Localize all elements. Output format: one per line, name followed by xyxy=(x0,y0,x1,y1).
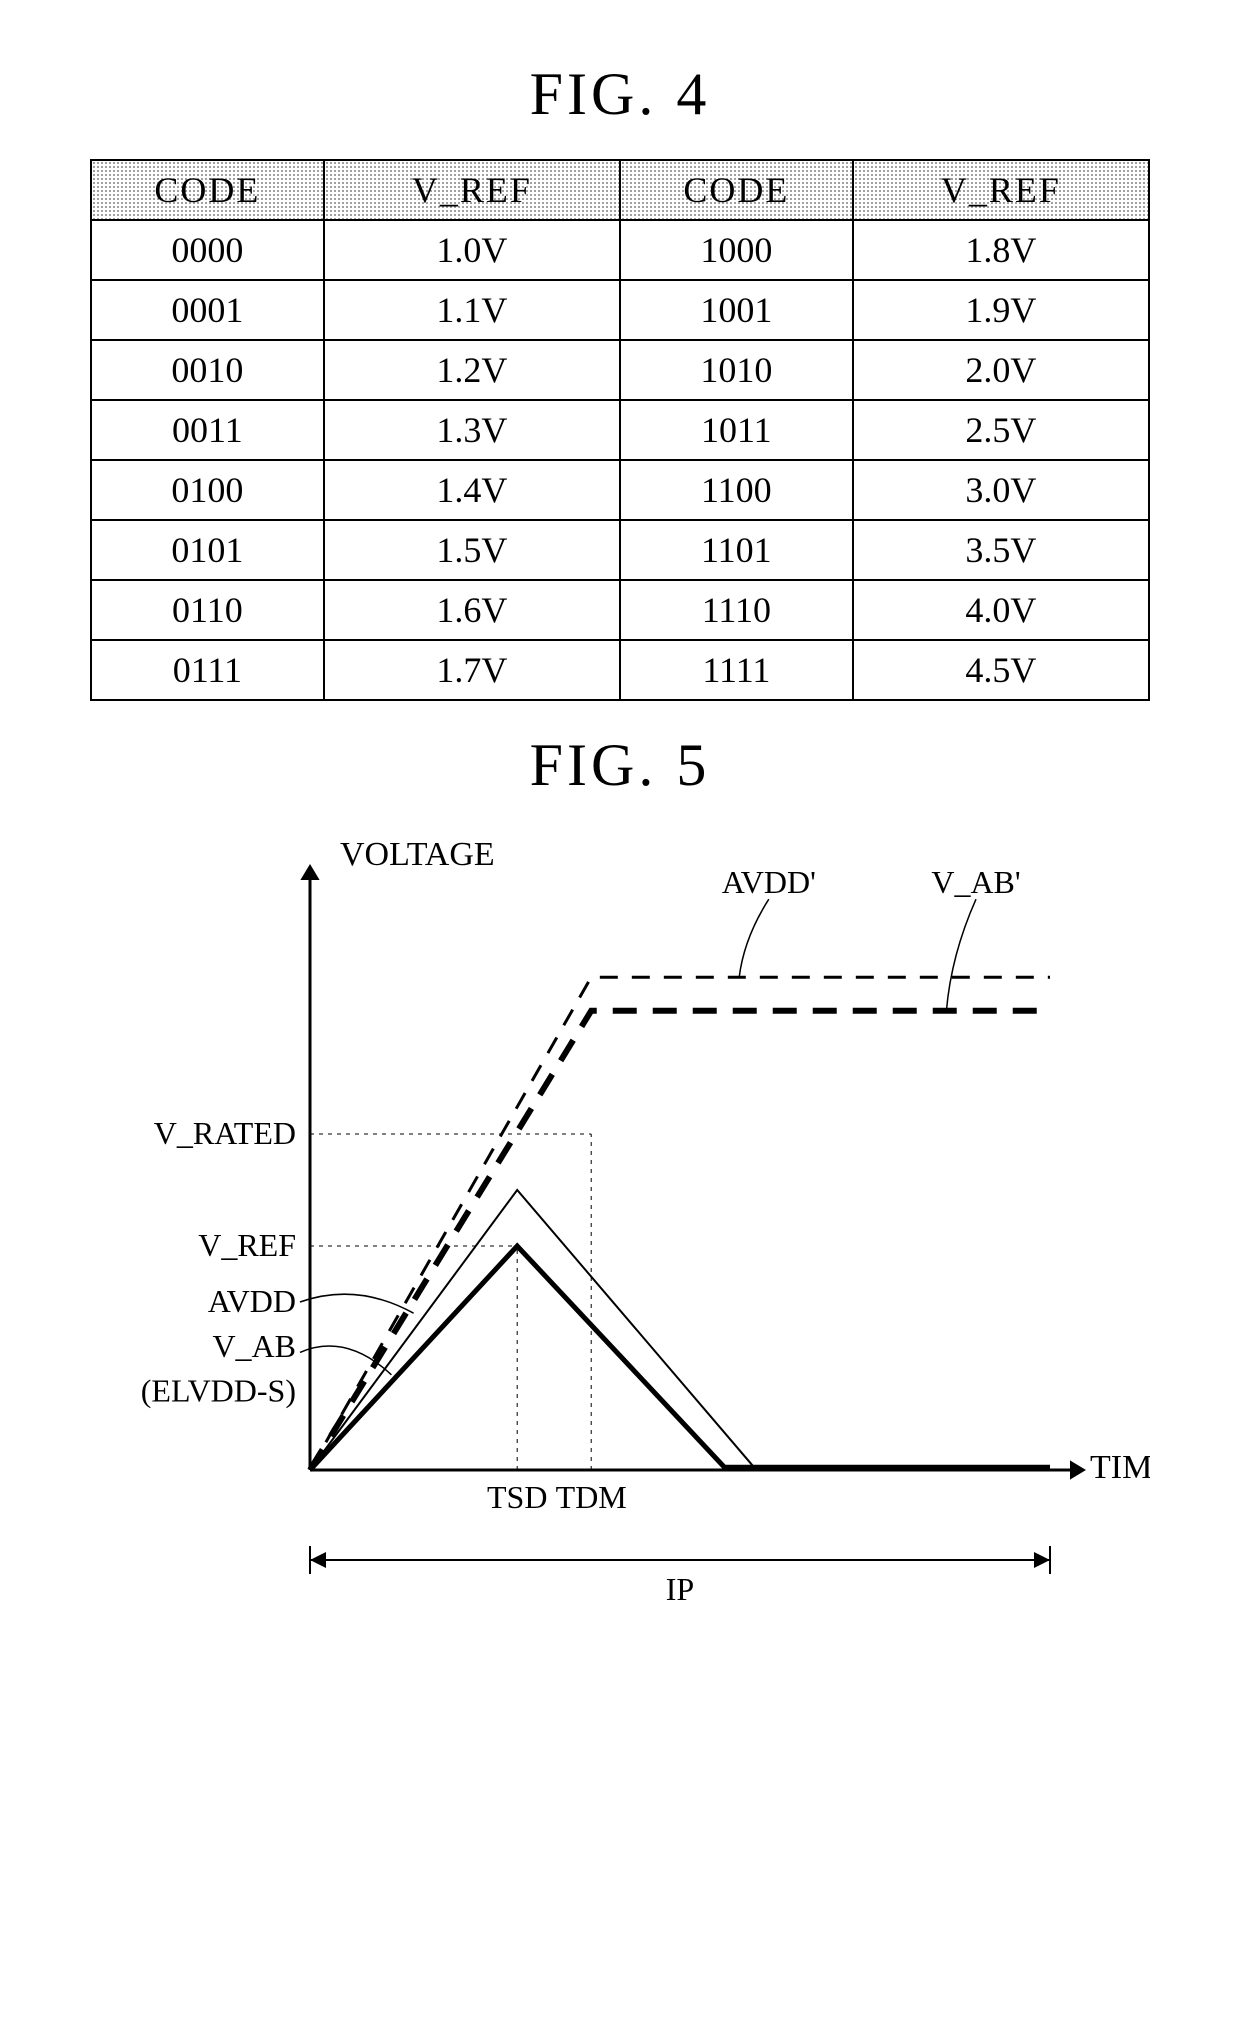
fig4-tbody: 00001.0V10001.8V00011.1V10011.9V00101.2V… xyxy=(91,220,1149,700)
table-cell: 4.0V xyxy=(853,580,1149,640)
th-vref-1: V_REF xyxy=(324,160,620,220)
y-side-label: (ELVDD-S) xyxy=(141,1373,296,1409)
series-avdd-dashed xyxy=(310,977,1050,1470)
x-axis-arrow xyxy=(1070,1460,1086,1479)
x-axis-label: TIME xyxy=(1090,1449,1150,1486)
table-cell: 0111 xyxy=(91,640,324,700)
table-cell: 0110 xyxy=(91,580,324,640)
series-vab-solid xyxy=(310,1246,1050,1470)
table-cell: 1.1V xyxy=(324,280,620,340)
table-row: 01011.5V11013.5V xyxy=(91,520,1149,580)
fig4-table: CODE V_REF CODE V_REF 00001.0V10001.8V00… xyxy=(90,159,1150,701)
table-row: 01101.6V11104.0V xyxy=(91,580,1149,640)
fig4-title: FIG. 4 xyxy=(0,60,1240,129)
table-cell: 0001 xyxy=(91,280,324,340)
table-row: 00001.0V10001.8V xyxy=(91,220,1149,280)
series-top-label: V_AB' xyxy=(931,864,1020,900)
table-cell: 0101 xyxy=(91,520,324,580)
y-axis-label: VOLTAGE xyxy=(340,836,495,873)
x-tick-label: TSD xyxy=(487,1479,547,1515)
table-row: 00011.1V10011.9V xyxy=(91,280,1149,340)
table-cell: 1110 xyxy=(620,580,853,640)
table-cell: 1101 xyxy=(620,520,853,580)
table-cell: 1.6V xyxy=(324,580,620,640)
table-cell: 1011 xyxy=(620,400,853,460)
series-top-label: AVDD' xyxy=(722,864,816,900)
y-tick-label: V_RATED xyxy=(154,1115,296,1151)
y-side-label: AVDD xyxy=(208,1283,296,1319)
table-cell: 4.5V xyxy=(853,640,1149,700)
table-cell: 0000 xyxy=(91,220,324,280)
y-side-label: V_AB xyxy=(212,1328,296,1364)
fig5-chart-wrap: VOLTAGE TIME V_RATED V_REF AVDD V_AB (ELVDD-S)… xyxy=(90,830,1150,1650)
table-cell: 1000 xyxy=(620,220,853,280)
ip-arrow-left xyxy=(310,1552,326,1568)
th-vref-2: V_REF xyxy=(853,160,1149,220)
table-cell: 1100 xyxy=(620,460,853,520)
table-cell: 1.0V xyxy=(324,220,620,280)
table-cell: 1.7V xyxy=(324,640,620,700)
fig5-chart: VOLTAGE TIME V_RATED V_REF AVDD V_AB (ELVDD-S)… xyxy=(90,830,1150,1650)
table-cell: 1001 xyxy=(620,280,853,340)
table-cell: 1.4V xyxy=(324,460,620,520)
table-cell: 0100 xyxy=(91,460,324,520)
leader-line xyxy=(946,899,976,1011)
table-cell: 1.3V xyxy=(324,400,620,460)
table-row: 00111.3V10112.5V xyxy=(91,400,1149,460)
fig5-title: FIG. 5 xyxy=(0,731,1240,800)
y-tick-label: V_REF xyxy=(198,1227,296,1263)
table-row: 00101.2V10102.0V xyxy=(91,340,1149,400)
series-vab-dashed xyxy=(310,1011,1050,1470)
series-avdd-solid xyxy=(310,1190,1050,1470)
x-tick-label: TDM xyxy=(556,1479,627,1515)
table-cell: 2.0V xyxy=(853,340,1149,400)
th-code-2: CODE xyxy=(620,160,853,220)
ip-label: IP xyxy=(666,1571,694,1607)
table-cell: 0010 xyxy=(91,340,324,400)
y-axis-arrow xyxy=(300,864,319,880)
fig4-table-wrap: CODE V_REF CODE V_REF 00001.0V10001.8V00… xyxy=(90,159,1150,701)
table-header-row: CODE V_REF CODE V_REF xyxy=(91,160,1149,220)
table-row: 01111.7V11114.5V xyxy=(91,640,1149,700)
table-cell: 1.9V xyxy=(853,280,1149,340)
table-cell: 1.5V xyxy=(324,520,620,580)
table-cell: 1.2V xyxy=(324,340,620,400)
table-cell: 0011 xyxy=(91,400,324,460)
table-cell: 1010 xyxy=(620,340,853,400)
table-cell: 3.0V xyxy=(853,460,1149,520)
table-row: 01001.4V11003.0V xyxy=(91,460,1149,520)
table-cell: 3.5V xyxy=(853,520,1149,580)
table-cell: 2.5V xyxy=(853,400,1149,460)
table-cell: 1111 xyxy=(620,640,853,700)
leader-line xyxy=(739,899,769,977)
ip-arrow-right xyxy=(1034,1552,1050,1568)
table-cell: 1.8V xyxy=(853,220,1149,280)
leader-line xyxy=(300,1294,414,1313)
th-code-1: CODE xyxy=(91,160,324,220)
